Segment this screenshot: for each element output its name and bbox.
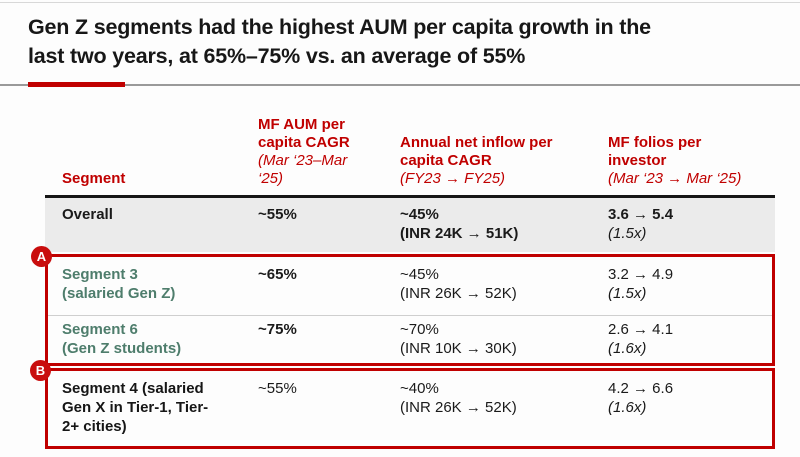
title-line-1: Gen Z segments had the highest AUM per c… [28,15,651,39]
segment6-folios-mult: (1.6x) [608,340,647,357]
table-row-segment6: Segment 6 (Gen Z students) ~75% ~70% (IN… [48,316,772,363]
segment6-folios: 2.6 → 4.1 (1.6x) [608,320,772,363]
marker-a-badge: A [31,246,52,267]
segment6-inflow-cagr: ~70% [400,321,439,338]
segment3-name-l2: (salaried Gen Z) [62,285,176,302]
segments-table: Segment MF AUM per capita CAGR (Mar ‘23–… [45,86,775,449]
segment4-inflow-cagr: ~40% [400,380,439,397]
title-accent-bar [28,82,125,87]
segment6-name-l1: Segment 6 [62,321,138,338]
segment4-folios-value: 4.2 → 6.6 [608,380,674,397]
segment3-inflow: ~45% (INR 26K → 52K) [400,265,608,315]
segment4-name-l2: Gen X in Tier-1, Tier- [62,399,209,416]
header-aum-title-l2: capita CAGR [258,134,350,151]
header-folios: MF folios per investor (Mar ‘23 → Mar ‘2… [608,134,775,188]
row-separator [48,315,772,316]
segment3-folios-mult: (1.5x) [608,285,647,302]
header-segment-label: Segment [62,170,126,187]
table-row-overall: Overall ~55% ~45% (INR 24K → 51K) 3.6 → … [45,198,775,252]
segment4-inflow-detail: (INR 26K → 52K) [400,399,517,416]
segment4-name-l1: Segment 4 (salaried [62,380,204,397]
slide-top-border [0,2,800,3]
highlight-box-a: Segment 3 (salaried Gen Z) ~65% ~45% (IN… [45,254,775,366]
segment4-folios-mult: (1.6x) [608,399,647,416]
header-aum-sub-l2: ‘25) [258,170,284,187]
slide-title: Gen Z segments had the highest AUM per c… [28,13,778,71]
segment4-inflow: ~40% (INR 26K → 52K) [400,379,608,436]
header-aum-cagr: MF AUM per capita CAGR (Mar ‘23–Mar ‘25) [258,116,400,188]
overall-name: Overall [62,206,113,223]
overall-inflow: ~45% (INR 24K → 51K) [400,205,608,252]
segment6-aum-cagr: ~75% [258,321,297,338]
segment3-folios: 3.2 → 4.9 (1.5x) [608,265,772,315]
segment4-name-l3: 2+ cities) [62,418,127,435]
header-folios-sub: (Mar ‘23 → Mar ‘25) [608,170,742,187]
segment6-inflow-detail: (INR 10K → 30K) [400,340,517,357]
segment3-name-l1: Segment 3 [62,266,138,283]
header-aum-sub-l1: (Mar ‘23–Mar [258,152,348,169]
header-inflow-sub: (FY23 → FY25) [400,170,506,187]
header-inflow-title-l2: capita CAGR [400,152,492,169]
overall-folios-mult: (1.5x) [608,225,647,242]
segment6-name-l2: (Gen Z students) [62,340,182,357]
overall-inflow-detail: (INR 24K → 51K) [400,225,519,242]
segment4-folios: 4.2 → 6.6 (1.6x) [608,379,772,436]
segment6-inflow: ~70% (INR 10K → 30K) [400,320,608,363]
overall-folios: 3.6 → 5.4 (1.5x) [608,205,775,252]
table-header-row: Segment MF AUM per capita CAGR (Mar ‘23–… [45,86,775,198]
table-row-segment3: Segment 3 (salaried Gen Z) ~65% ~45% (IN… [48,257,772,315]
header-inflow-cagr: Annual net inflow per capita CAGR (FY23 … [400,134,608,188]
header-inflow-title-l1: Annual net inflow per [400,134,553,151]
overall-folios-value: 3.6 → 5.4 [608,206,674,223]
segment3-folios-value: 3.2 → 4.9 [608,266,674,283]
segment4-name: Segment 4 (salaried Gen X in Tier-1, Tie… [62,379,258,436]
segment3-name: Segment 3 (salaried Gen Z) [62,265,258,315]
overall-aum-cagr: ~55% [258,206,297,223]
segment6-folios-value: 2.6 → 4.1 [608,321,674,338]
segment3-inflow-cagr: ~45% [400,266,439,283]
header-folios-title-l1: MF folios per [608,134,702,151]
marker-b-badge: B [30,360,51,381]
title-line-2: last two years, at 65%–75% vs. an averag… [28,44,526,68]
segment3-aum-cagr: ~65% [258,266,297,283]
segment3-inflow-detail: (INR 26K → 52K) [400,285,517,302]
overall-inflow-cagr: ~45% [400,206,439,223]
segment6-name: Segment 6 (Gen Z students) [62,320,258,363]
table-row-segment4: Segment 4 (salaried Gen X in Tier-1, Tie… [48,371,772,446]
header-segment: Segment [62,170,258,188]
segment4-aum-cagr: ~55% [258,380,297,397]
header-aum-title-l1: MF AUM per [258,116,345,133]
highlight-box-b: Segment 4 (salaried Gen X in Tier-1, Tie… [45,368,775,449]
title-divider-line [0,84,800,86]
header-folios-title-l2: investor [608,152,667,169]
